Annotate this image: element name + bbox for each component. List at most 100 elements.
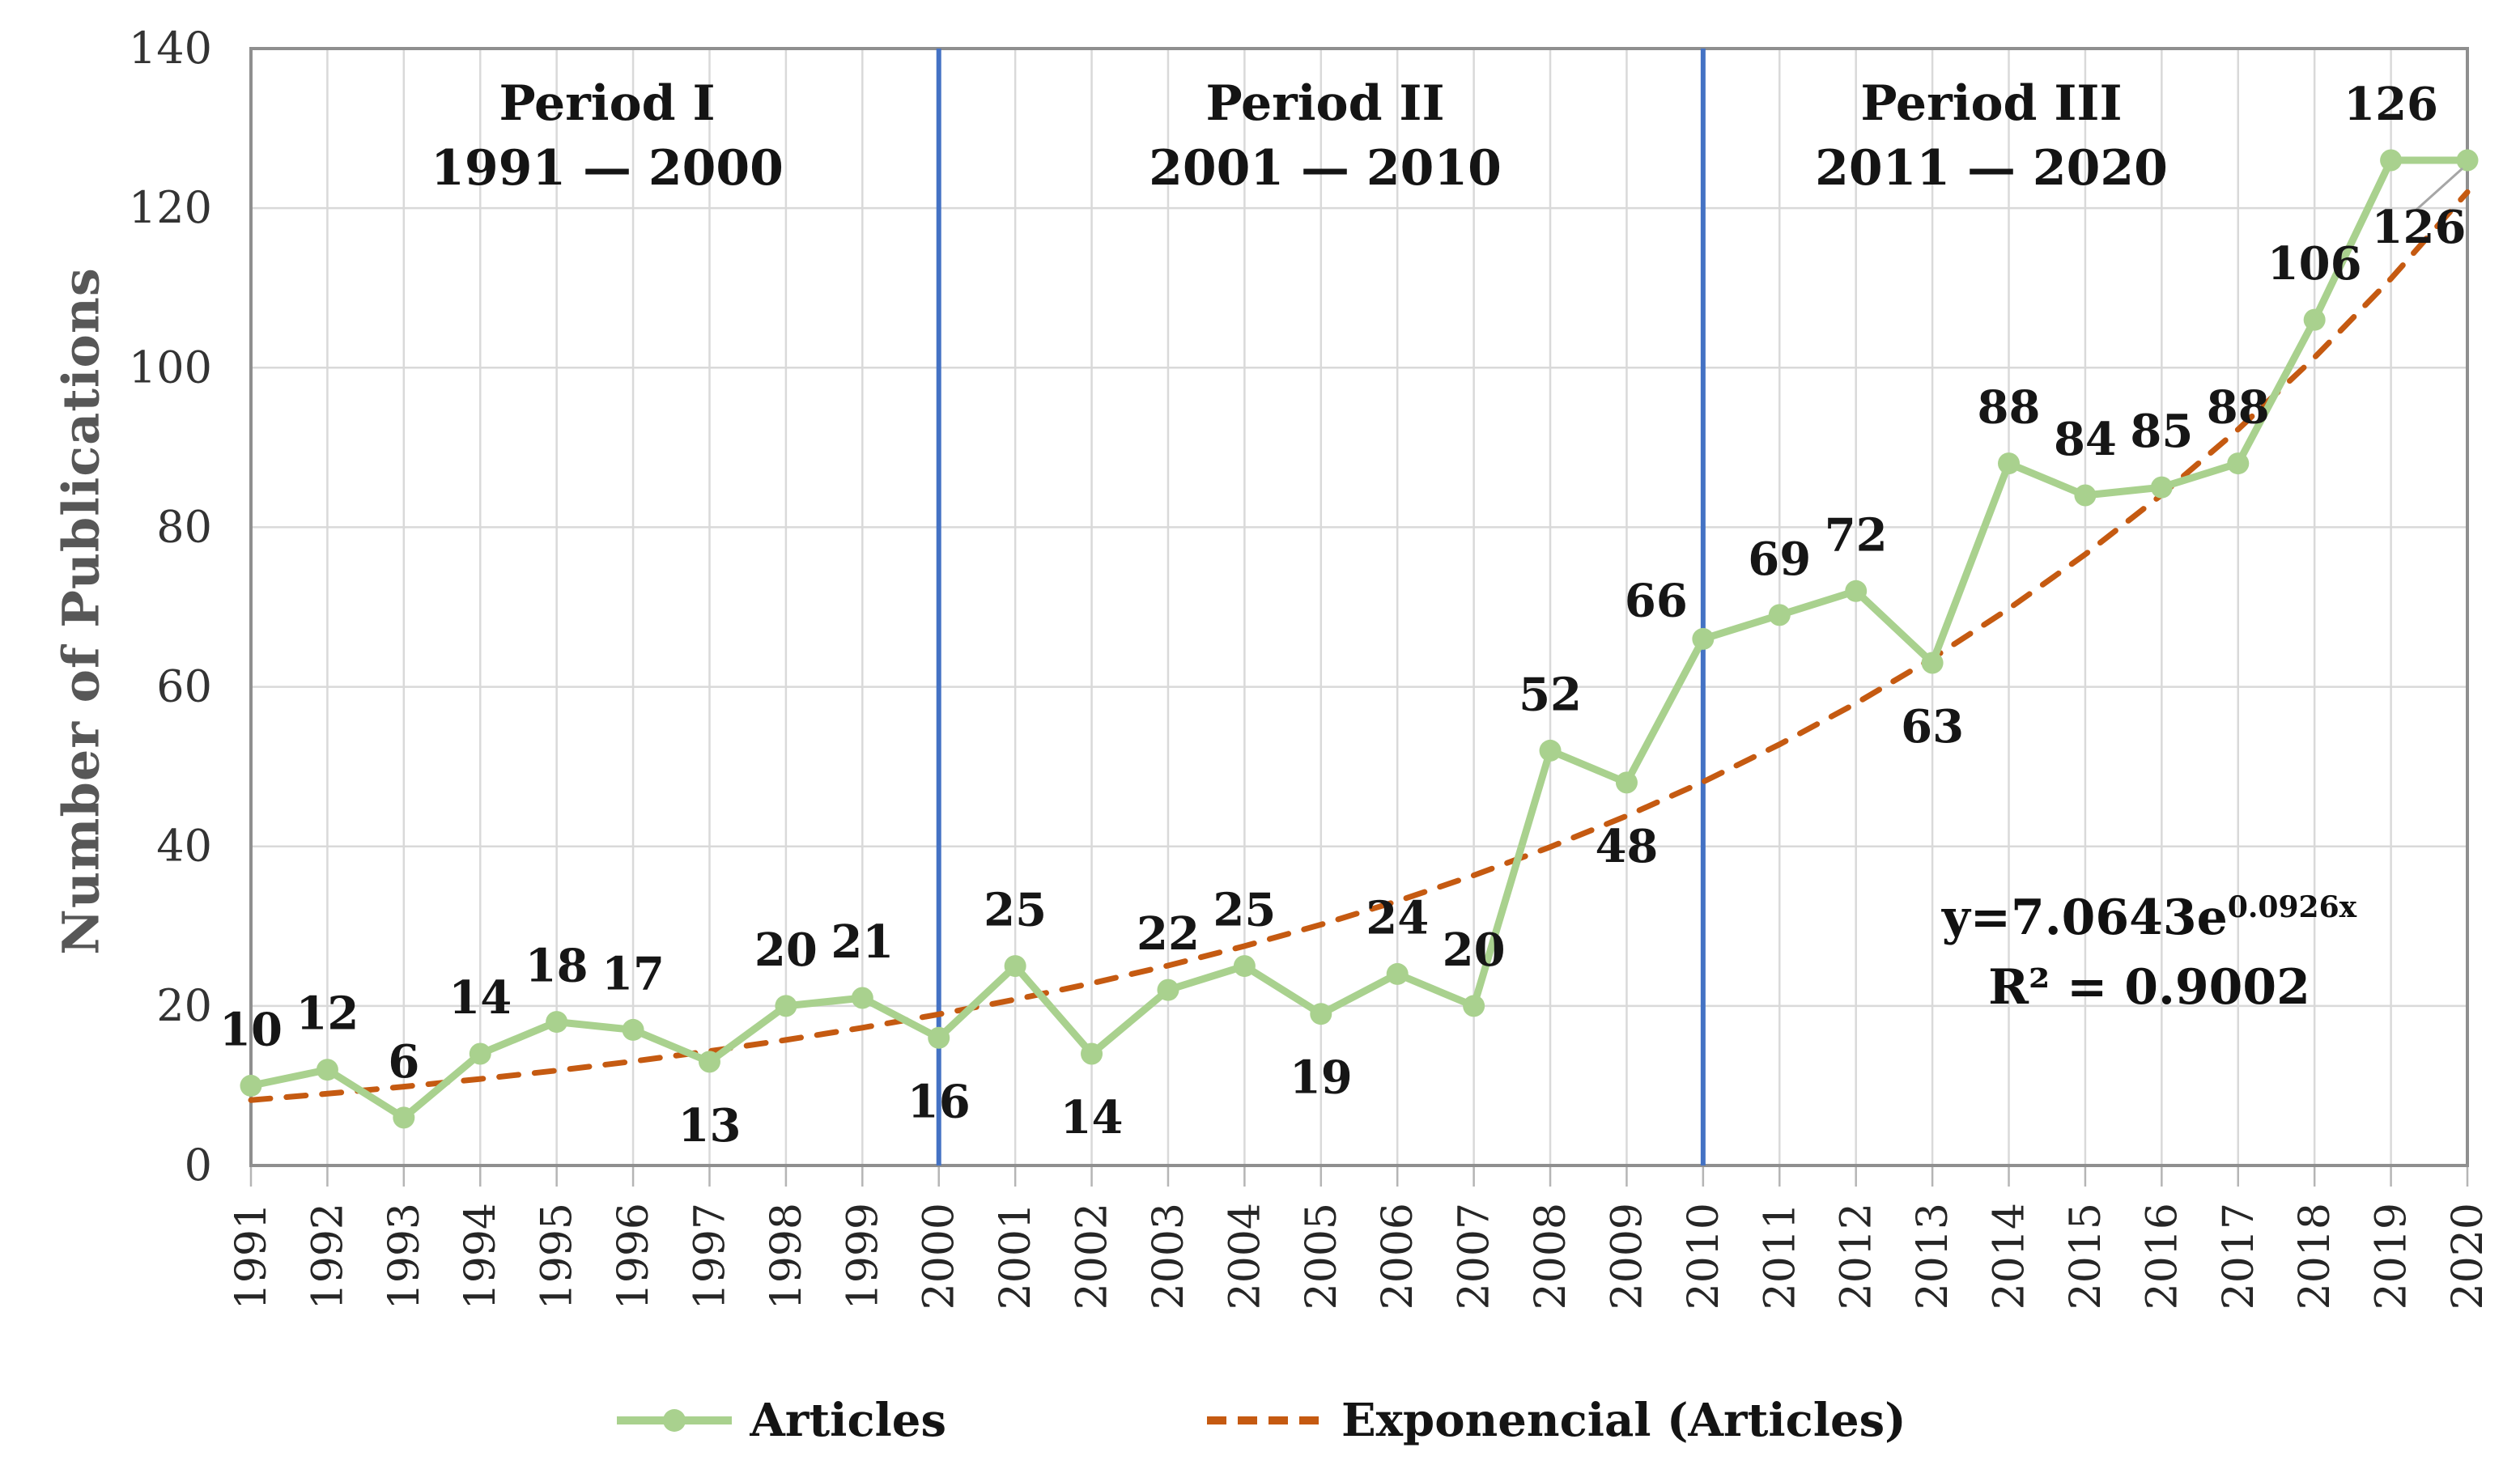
articles-marker: [2456, 149, 2479, 172]
x-year-label: 2003: [1145, 1203, 1193, 1310]
x-year-label: 2007: [1451, 1203, 1499, 1310]
articles-marker: [1310, 1003, 1332, 1025]
data-label: 48: [1595, 820, 1658, 873]
x-year-label: 1998: [763, 1203, 811, 1310]
y-tick-label: 80: [156, 501, 212, 552]
data-label: 14: [448, 971, 512, 1025]
y-tick-label: 20: [156, 980, 212, 1031]
y-tick-label: 0: [185, 1140, 212, 1191]
data-label: 21: [831, 915, 894, 969]
y-tick-label: 40: [156, 821, 212, 872]
period-1-range: 1991 — 2000: [431, 140, 784, 197]
articles-marker: [393, 1106, 415, 1129]
period-annotation-3: Period III 2011 — 2020: [1815, 71, 2168, 201]
trendline-r-squared: R² = 0.9002: [1988, 959, 2310, 1016]
x-year-label: 2011: [1756, 1203, 1804, 1310]
articles-marker: [698, 1051, 720, 1073]
trendline-formula: y=7.0643e0.0926x: [1941, 889, 2357, 946]
data-label: 25: [984, 884, 1047, 937]
articles-series-swatch: [617, 1409, 733, 1432]
x-year-label: 1995: [533, 1203, 582, 1310]
data-label: 18: [525, 940, 589, 993]
data-label: 13: [678, 1099, 742, 1153]
legend-item-exponential: Exponencial (Articles): [1205, 1394, 1906, 1447]
x-year-label: 2002: [1069, 1203, 1117, 1310]
articles-marker: [546, 1011, 568, 1034]
x-year-label: 2001: [992, 1203, 1040, 1310]
articles-marker: [1845, 580, 1868, 602]
x-year-label: 2017: [2215, 1203, 2263, 1310]
legend-label-articles: Articles: [750, 1394, 946, 1447]
x-year-label: 1993: [380, 1203, 429, 1310]
data-label: 84: [2054, 413, 2117, 466]
data-label: 12: [295, 987, 359, 1041]
articles-line: [247, 156, 2471, 1122]
data-label: 25: [1213, 884, 1276, 937]
period-3-label: Period III: [1860, 75, 2123, 132]
articles-marker: [1463, 995, 1485, 1017]
x-year-label: 1992: [304, 1203, 352, 1310]
data-label: 22: [1137, 907, 1200, 961]
x-year-label: 2005: [1298, 1203, 1346, 1310]
x-year-label: 2012: [1833, 1203, 1881, 1310]
x-year-label: 1994: [457, 1203, 505, 1310]
y-tick-label: 140: [129, 23, 212, 74]
data-label: 20: [1443, 923, 1506, 977]
data-label: 14: [1060, 1091, 1124, 1144]
articles-marker: [1998, 452, 2021, 475]
x-year-label: 2006: [1374, 1203, 1422, 1310]
x-year-label: 2004: [1221, 1203, 1269, 1310]
legend-item-articles: Articles: [614, 1394, 946, 1447]
articles-marker: [851, 987, 873, 1009]
data-label: 10: [219, 1003, 283, 1056]
period-1-label: Period I: [499, 75, 716, 132]
data-label: 69: [1748, 533, 1811, 586]
data-label: 63: [1901, 700, 1964, 754]
data-label: 6: [388, 1035, 419, 1089]
x-year-label: 2016: [2138, 1203, 2186, 1310]
legend: Articles Exponencial (Articles): [0, 1376, 2520, 1465]
data-label: 126: [2372, 201, 2467, 254]
y-tick-label: 120: [129, 182, 212, 233]
x-year-label: 2009: [1603, 1203, 1651, 1310]
data-label: 126: [2344, 78, 2438, 131]
data-label: 106: [2267, 237, 2362, 291]
x-year-label: 2013: [1909, 1203, 1957, 1310]
x-year-label: 2018: [2291, 1203, 2339, 1310]
articles-marker: [1386, 962, 1409, 985]
articles-marker: [2227, 452, 2250, 475]
articles-marker: [240, 1074, 262, 1097]
label-leader-line: [2414, 167, 2464, 212]
articles-marker: [1004, 955, 1026, 978]
data-label: 16: [907, 1075, 971, 1128]
articles-marker: [316, 1059, 338, 1081]
data-label: 72: [1825, 508, 1888, 562]
x-year-label: 2000: [916, 1203, 964, 1310]
x-year-label: 1997: [686, 1203, 734, 1310]
period-annotation-1: Period I 1991 — 2000: [431, 71, 784, 201]
data-label: 20: [754, 923, 818, 977]
data-label: 88: [2207, 381, 2270, 435]
articles-marker: [2380, 149, 2403, 172]
legend-label-exponential: Exponencial (Articles): [1341, 1394, 1906, 1447]
articles-marker: [928, 1026, 950, 1049]
articles-marker: [469, 1042, 491, 1065]
period-2-label: Period II: [1205, 75, 1445, 132]
data-label: 17: [601, 947, 665, 1000]
trendline-swatch: [1206, 1416, 1325, 1424]
data-label: 66: [1625, 574, 1688, 627]
x-year-label: 2008: [1527, 1203, 1575, 1310]
data-label: 88: [1978, 381, 2041, 435]
trendline-equation: y=7.0643e0.0926x R² = 0.9002: [1942, 872, 2356, 1022]
articles-marker: [1081, 1042, 1103, 1065]
x-year-label: 2020: [2444, 1203, 2492, 1310]
x-year-label: 1999: [839, 1203, 887, 1310]
period-annotation-2: Period II 2001 — 2010: [1149, 71, 1502, 201]
y-tick-label: 60: [156, 661, 212, 712]
data-label: 19: [1290, 1051, 1353, 1105]
articles-marker: [2303, 308, 2326, 331]
articles-marker: [1692, 627, 1715, 650]
articles-marker: [775, 995, 797, 1017]
x-year-label: 2019: [2368, 1203, 2416, 1310]
articles-marker: [1615, 771, 1638, 794]
